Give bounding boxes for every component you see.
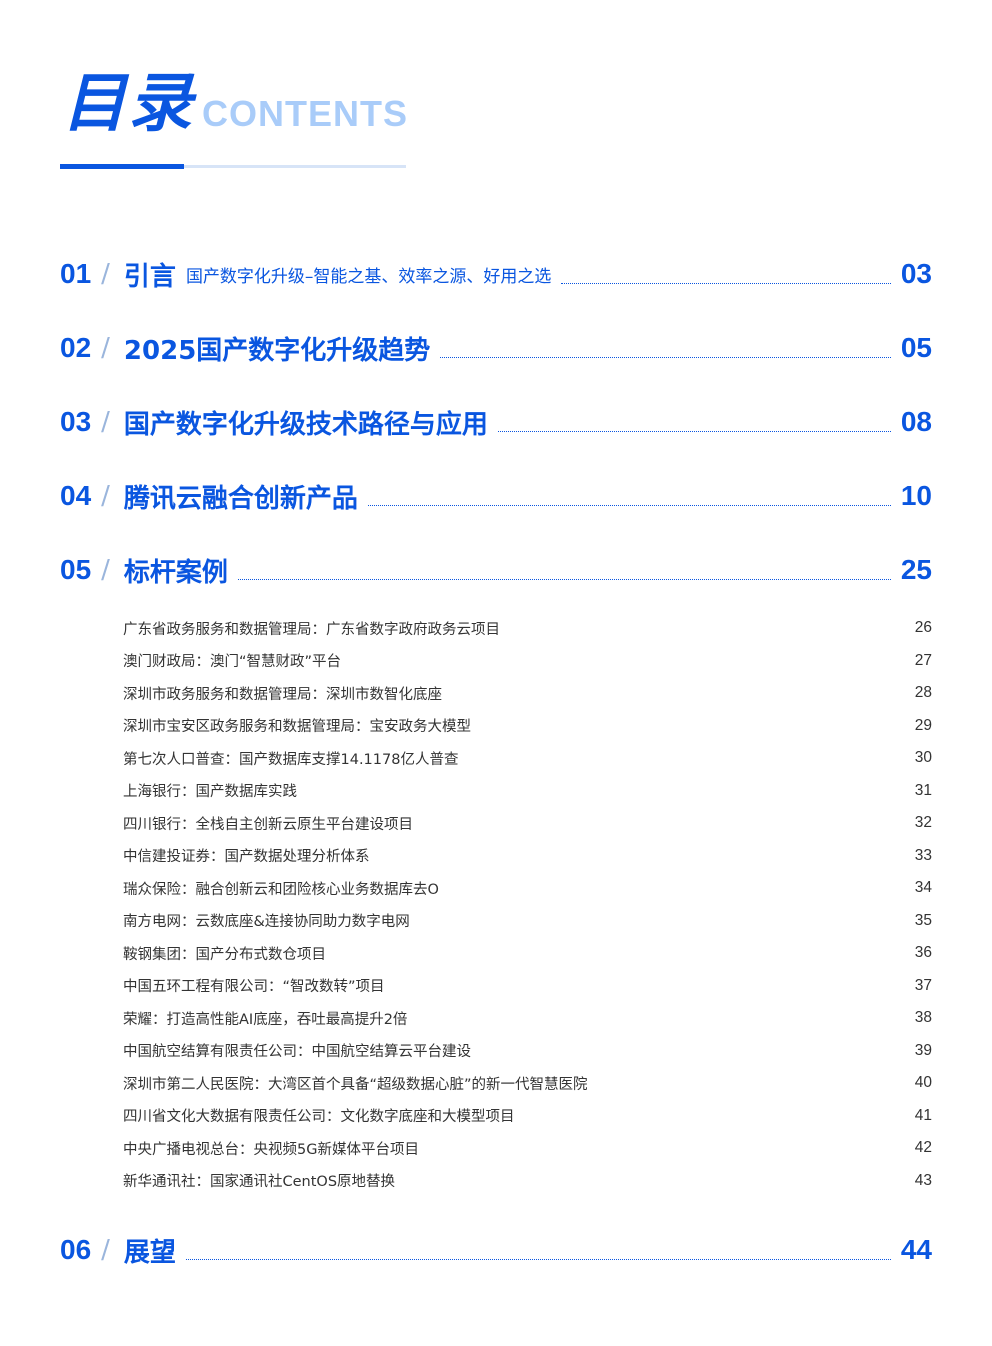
- case-label: 瑞众保险：融合创新云和团险核心业务数据库去O: [123, 881, 439, 898]
- case-label: 中央广播电视总台：央视频5G新媒体平台项目: [123, 1141, 419, 1158]
- case-page: 43: [914, 1171, 932, 1189]
- case-page: 31: [914, 781, 932, 799]
- case-item[interactable]: 瑞众保险：融合创新云和团险核心业务数据库去O 34: [123, 872, 932, 905]
- dot-leader: [367, 505, 891, 506]
- case-page: 37: [914, 976, 932, 994]
- case-item[interactable]: 四川省文化大数据有限责任公司：文化数字底座和大模型项目 41: [123, 1100, 932, 1133]
- case-item[interactable]: 深圳市第二人民医院：大湾区首个具备“超级数据心脏”的新一代智慧医院 40: [123, 1067, 932, 1100]
- section-title: 国产数字化升级技术路径与应用: [123, 409, 488, 440]
- section-number: 03: [60, 406, 92, 437]
- section-page: 03: [900, 258, 932, 289]
- dot-leader: [185, 1259, 891, 1260]
- case-label: 荣耀：打造高性能AI底座，吞吐最高提升2倍: [123, 1011, 408, 1028]
- toc-section-06[interactable]: 06 / 展望 44: [60, 1230, 932, 1270]
- case-page: 33: [914, 846, 932, 864]
- case-label: 深圳市政务服务和数据管理局：深圳市数智化底座: [123, 686, 442, 703]
- section-page: 44: [900, 1234, 932, 1265]
- case-page: 30: [914, 749, 932, 767]
- toc-section-03[interactable]: 03 / 国产数字化升级技术路径与应用 08: [60, 402, 932, 442]
- case-label: 广东省政务服务和数据管理局：广东省数字政府政务云项目: [123, 621, 500, 638]
- section-title: 腾讯云融合创新产品: [123, 483, 358, 514]
- case-item[interactable]: 中国航空结算有限责任公司：中国航空结算云平台建设 39: [123, 1035, 932, 1068]
- case-item[interactable]: 深圳市政务服务和数据管理局：深圳市数智化底座 28: [123, 677, 932, 710]
- case-page: 40: [914, 1074, 932, 1092]
- case-label: 中国五环工程有限公司：“智改数转”项目: [123, 979, 385, 996]
- case-item[interactable]: 澳门财政局：澳门“智慧财政”平台 27: [123, 645, 932, 678]
- case-item[interactable]: 上海银行：国产数据库实践 31: [123, 775, 932, 808]
- case-label: 新华通讯社：国家通讯社CentOS原地替换: [123, 1174, 396, 1191]
- case-item[interactable]: 四川银行：全栈自主创新云原生平台建设项目 32: [123, 807, 932, 840]
- case-label: 中信建投证券：国产数据处理分析体系: [123, 849, 370, 866]
- contents-header: 目录 CONTENTS: [62, 72, 408, 136]
- case-label: 深圳市第二人民医院：大湾区首个具备“超级数据心脏”的新一代智慧医院: [123, 1076, 588, 1093]
- dot-leader: [440, 357, 891, 358]
- section-title: 引言: [123, 261, 176, 292]
- section-page: 25: [900, 554, 932, 585]
- title-cn: 目录: [62, 67, 194, 141]
- section-subtitle: 国产数字化升级–智能之基、效率之源、好用之选: [185, 266, 552, 287]
- case-label: 南方电网：云数底座&连接协同助力数字电网: [123, 914, 410, 931]
- case-page: 26: [914, 619, 932, 637]
- section-slash: /: [101, 1235, 110, 1265]
- case-label: 四川银行：全栈自主创新云原生平台建设项目: [123, 816, 413, 833]
- section-number: 05: [60, 554, 92, 585]
- section-slash: /: [101, 333, 110, 363]
- dot-leader: [561, 283, 891, 284]
- case-label: 澳门财政局：澳门“智慧财政”平台: [123, 654, 342, 671]
- case-label: 四川省文化大数据有限责任公司：文化数字底座和大模型项目: [123, 1109, 515, 1126]
- toc-section-02[interactable]: 02 / 2025国产数字化升级趋势 05: [60, 328, 932, 368]
- toc-section-04[interactable]: 04 / 腾讯云融合创新产品 10: [60, 476, 932, 516]
- case-item[interactable]: 荣耀：打造高性能AI底座，吞吐最高提升2倍 38: [123, 1002, 932, 1035]
- title-en: CONTENTS: [202, 93, 408, 134]
- case-item[interactable]: 中信建投证券：国产数据处理分析体系 33: [123, 840, 932, 873]
- case-page: 38: [914, 1009, 932, 1027]
- case-item[interactable]: 新华通讯社：国家通讯社CentOS原地替换 43: [123, 1165, 932, 1198]
- dot-leader: [497, 431, 891, 432]
- case-label: 深圳市宝安区政务服务和数据管理局：宝安政务大模型: [123, 719, 471, 736]
- case-page: 34: [914, 879, 932, 897]
- case-item[interactable]: 广东省政务服务和数据管理局：广东省数字政府政务云项目 26: [123, 612, 932, 645]
- section-number: 02: [60, 332, 92, 363]
- case-label: 中国航空结算有限责任公司：中国航空结算云平台建设: [123, 1044, 471, 1061]
- dot-leader: [237, 579, 891, 580]
- section-slash: /: [101, 481, 110, 511]
- section-page: 05: [900, 332, 932, 363]
- case-list: 广东省政务服务和数据管理局：广东省数字政府政务云项目 26 澳门财政局：澳门“智慧…: [123, 612, 932, 1197]
- case-page: 28: [914, 684, 932, 702]
- section-slash: /: [101, 555, 110, 585]
- case-page: 39: [914, 1041, 932, 1059]
- section-title: 2025国产数字化升级趋势: [123, 335, 431, 366]
- case-item[interactable]: 中央广播电视总台：央视频5G新媒体平台项目 42: [123, 1132, 932, 1165]
- header-rule-accent: [60, 164, 184, 169]
- section-slash: /: [101, 407, 110, 437]
- case-item[interactable]: 中国五环工程有限公司：“智改数转”项目 37: [123, 970, 932, 1003]
- case-page: 27: [914, 651, 932, 669]
- case-page: 42: [914, 1139, 932, 1157]
- case-page: 32: [914, 814, 932, 832]
- section-number: 04: [60, 480, 92, 511]
- section-page: 10: [900, 480, 932, 511]
- case-label: 鞍钢集团：国产分布式数仓项目: [123, 946, 326, 963]
- case-label: 上海银行：国产数据库实践: [123, 784, 297, 801]
- toc-section-01[interactable]: 01 / 引言 国产数字化升级–智能之基、效率之源、好用之选 03: [60, 254, 932, 294]
- case-page: 36: [914, 944, 932, 962]
- section-title: 标杆案例: [123, 557, 228, 588]
- case-page: 35: [914, 911, 932, 929]
- case-page: 29: [914, 716, 932, 734]
- case-label: 第七次人口普查：国产数据库支撑14.1178亿人普查: [123, 751, 459, 768]
- section-page: 08: [900, 406, 932, 437]
- case-page: 41: [914, 1106, 932, 1124]
- case-item[interactable]: 鞍钢集团：国产分布式数仓项目 36: [123, 937, 932, 970]
- case-item[interactable]: 南方电网：云数底座&连接协同助力数字电网 35: [123, 905, 932, 938]
- header-rule: [60, 165, 406, 168]
- section-slash: /: [101, 259, 110, 289]
- toc-section-05[interactable]: 05 / 标杆案例 25: [60, 550, 932, 590]
- section-number: 01: [60, 258, 92, 289]
- section-number: 06: [60, 1234, 92, 1265]
- case-item[interactable]: 第七次人口普查：国产数据库支撑14.1178亿人普查 30: [123, 742, 932, 775]
- section-title: 展望: [123, 1237, 176, 1268]
- case-item[interactable]: 深圳市宝安区政务服务和数据管理局：宝安政务大模型 29: [123, 710, 932, 743]
